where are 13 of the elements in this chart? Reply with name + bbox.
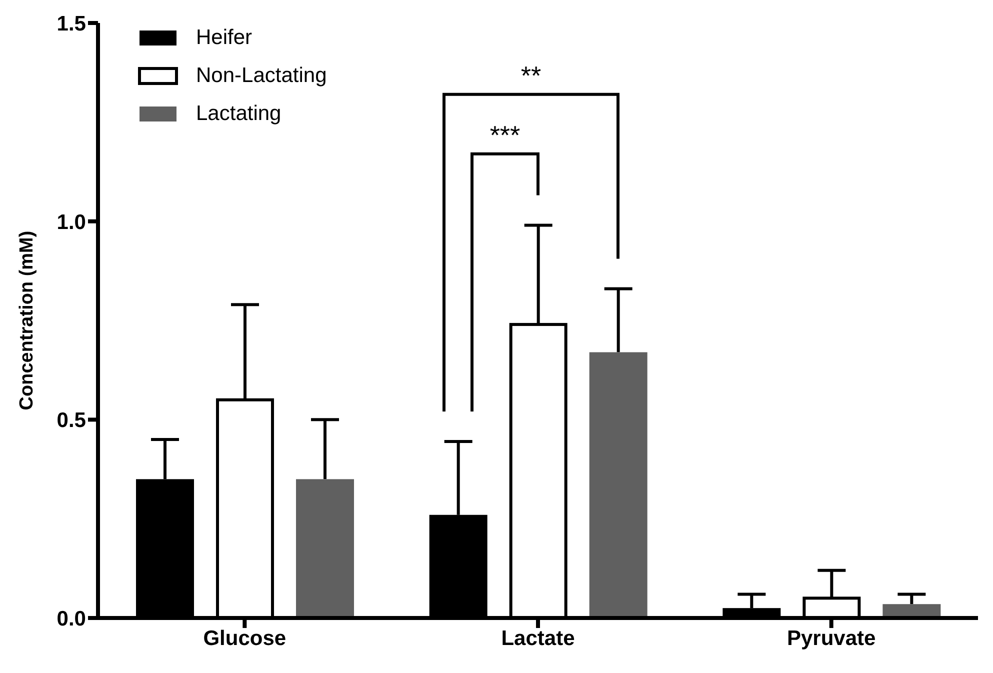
annotation: ** bbox=[520, 60, 542, 90]
x-tick-label: Pyruvate bbox=[786, 626, 876, 650]
y-tick-label: 0.5 bbox=[56, 409, 86, 432]
y-tick-label: 1.5 bbox=[56, 12, 86, 36]
legend-label: Non-Lactating bbox=[196, 64, 327, 88]
y-tick-label: 0.0 bbox=[56, 607, 86, 630]
legend-label: Heifer bbox=[196, 26, 252, 50]
annotation: *** bbox=[490, 120, 520, 150]
x-tick-label: Lactate bbox=[501, 626, 575, 650]
legend-label: Lactating bbox=[196, 102, 282, 126]
y-axis-title: Concentration (mM) bbox=[16, 230, 38, 410]
y-tick-label: 1.0 bbox=[56, 210, 86, 234]
x-tick-label: Glucose bbox=[203, 626, 286, 650]
